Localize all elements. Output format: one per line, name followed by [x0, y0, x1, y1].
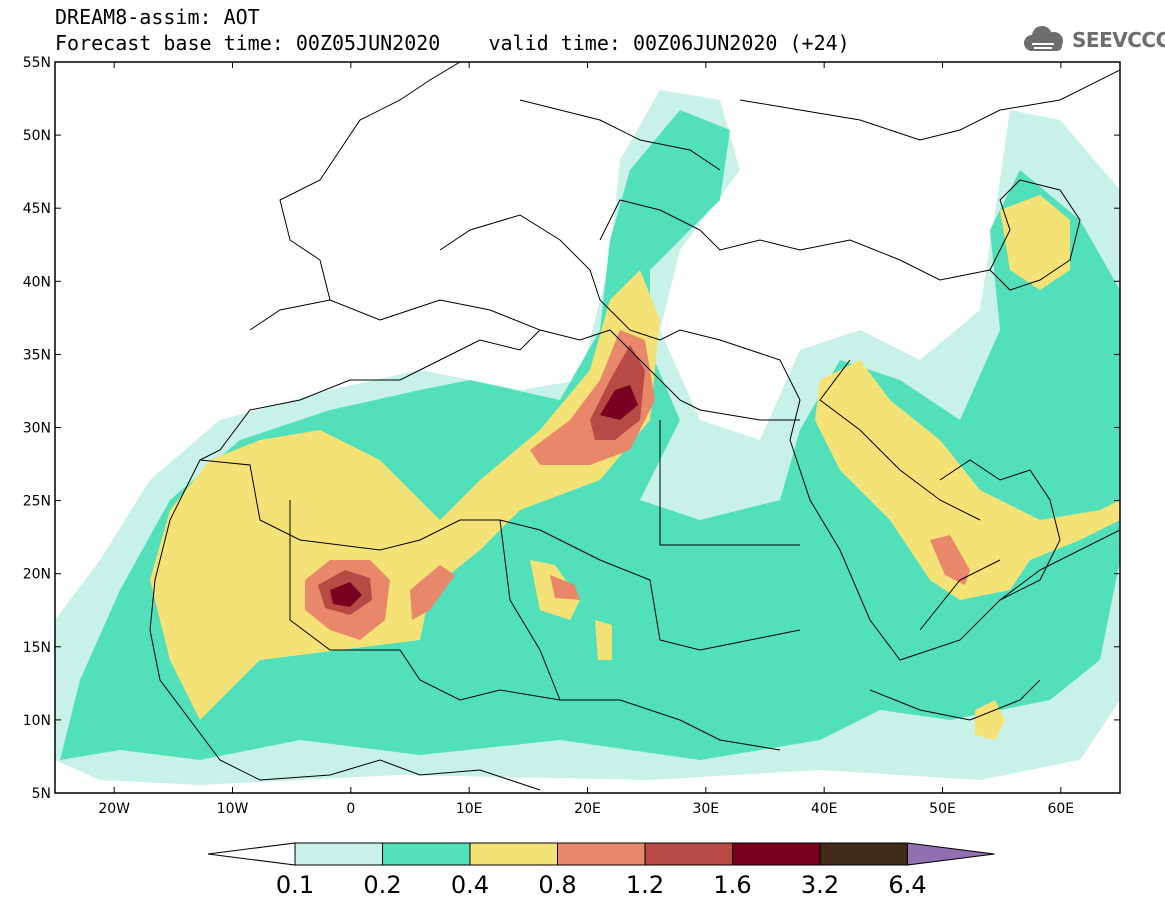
- colorbar-segment: [644, 842, 733, 866]
- aot-level-0.8: [930, 535, 970, 585]
- lon-tick-label: 30E: [692, 801, 719, 817]
- lat-tick-label: 10N: [23, 713, 51, 729]
- lat-tick-label: 40N: [23, 274, 51, 290]
- lat-tick-label: 35N: [23, 347, 51, 363]
- aot-level-0.4: [150, 270, 660, 720]
- colorbar-label: 0.4: [450, 871, 490, 899]
- colorbar: [207, 842, 995, 866]
- aot-level-0.8: [550, 575, 580, 600]
- colorbar-segment: [732, 842, 821, 866]
- lat-tick-label: 5N: [32, 786, 51, 802]
- aot-level-1.6: [600, 385, 638, 420]
- aot-level-0.4: [975, 700, 1005, 740]
- lon-tick-label: 20E: [574, 801, 601, 817]
- colorbar-label: 3.2: [800, 871, 840, 899]
- colorbar-segment: [294, 842, 383, 866]
- colorbar-label: 0.8: [538, 871, 577, 899]
- lat-tick-label: 45N: [23, 201, 51, 217]
- lon-tick-label: 40E: [811, 801, 838, 817]
- colorbar-segment: [469, 842, 558, 866]
- colorbar-label: 6.4: [888, 871, 927, 899]
- chart-subtitle: Forecast base time: 00Z05JUN2020 valid t…: [55, 31, 850, 55]
- lat-tick-label: 30N: [23, 421, 51, 437]
- cloud-icon: [1024, 26, 1063, 51]
- colorbar-under-triangle: [207, 842, 296, 866]
- aot-fields: [55, 62, 1120, 791]
- colorbar-segment: [819, 842, 908, 866]
- lat-tick-label: 25N: [23, 494, 51, 510]
- logo-text: SEEVCCC: [1072, 28, 1165, 52]
- coastlines: [149, 62, 1120, 791]
- lon-tick-label: 0: [346, 801, 355, 817]
- lon-tick-label: 60E: [1047, 801, 1074, 817]
- lon-tick-label: 10W: [217, 801, 249, 817]
- latitude-axis: 55N 50N 45N 40N 35N 30N 25N 20N 15N 10N 5N: [23, 55, 1120, 802]
- aot-level-0.4: [595, 620, 612, 660]
- lat-tick-label: 15N: [23, 640, 51, 656]
- lat-tick-label: 55N: [23, 55, 51, 71]
- lat-tick-label: 20N: [23, 567, 51, 583]
- aot-level-0.4: [815, 360, 1120, 600]
- lon-tick-label: 10E: [456, 801, 483, 817]
- aot-level-0.4: [1000, 195, 1070, 290]
- colorbar-segment: [382, 842, 471, 866]
- lat-tick-label: 50N: [23, 128, 51, 144]
- lon-tick-label: 50E: [929, 801, 956, 817]
- colorbar-segment: [557, 842, 646, 866]
- aot-level-0.8: [410, 565, 455, 620]
- colorbar-label: 1.6: [713, 871, 752, 899]
- colorbar-label: 0.1: [275, 871, 315, 899]
- aot-level-1.6: [330, 582, 362, 607]
- lon-tick-label: 20W: [98, 801, 130, 817]
- colorbar-over-triangle: [907, 842, 995, 866]
- colorbar-label: 1.2: [625, 871, 665, 899]
- chart-title: DREAM8-assim: AOT: [55, 5, 260, 29]
- longitude-axis: 20W 10W 0 10E 20E 30E 40E 50E 60E: [98, 62, 1074, 817]
- colorbar-label: 0.2: [363, 871, 402, 899]
